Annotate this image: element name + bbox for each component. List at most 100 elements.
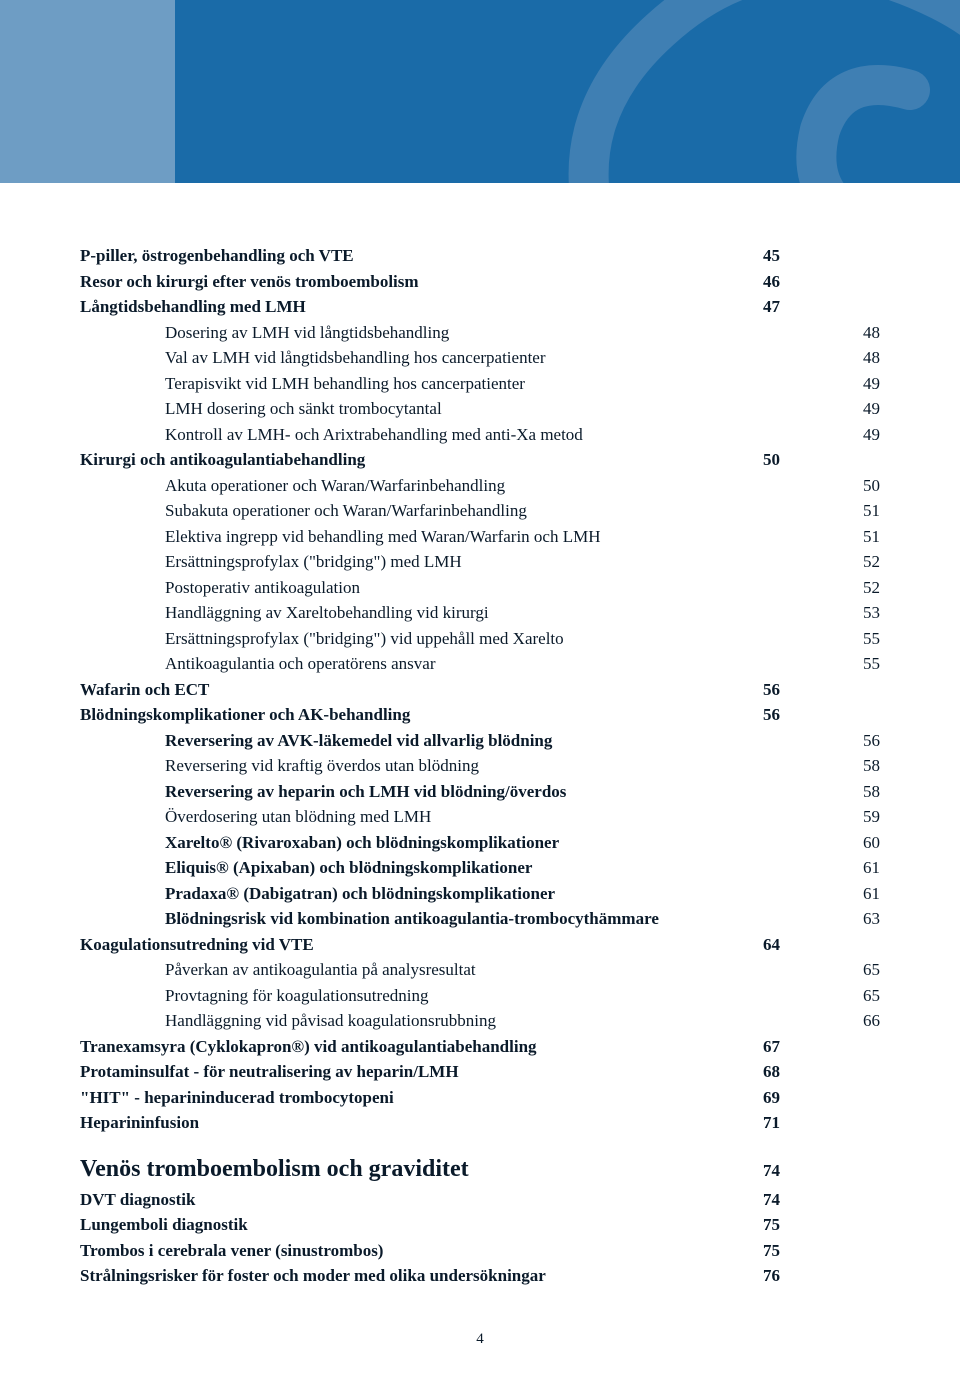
toc-row: Överdosering utan blödning med LMH59 — [80, 804, 880, 830]
toc-list: P-piller, östrogenbehandling och VTE45Re… — [80, 243, 880, 1136]
toc-label: Heparininfusion — [80, 1110, 740, 1136]
toc-row: Eliquis® (Apixaban) och blödningskomplik… — [80, 855, 880, 881]
toc-row: Tranexamsyra (Cyklokapron®) vid antikoag… — [80, 1034, 880, 1060]
toc-page: 71 — [740, 1110, 780, 1136]
toc-page: 49 — [840, 371, 880, 397]
toc-row: Kirurgi och antikoagulantiabehandling50 — [80, 447, 880, 473]
toc-row: Pradaxa® (Dabigatran) och blödningskompl… — [80, 881, 880, 907]
toc-label: P-piller, östrogenbehandling och VTE — [80, 243, 740, 269]
toc-row: Långtidsbehandling med LMH47 — [80, 294, 880, 320]
toc-label: Pradaxa® (Dabigatran) och blödningskompl… — [80, 881, 840, 907]
toc-row: Subakuta operationer och Waran/Warfarinb… — [80, 498, 880, 524]
toc-row: Akuta operationer och Waran/Warfarinbeha… — [80, 473, 880, 499]
toc-label: Elektiva ingrepp vid behandling med Wara… — [80, 524, 840, 550]
toc-row: Postoperativ antikoagulation52 — [80, 575, 880, 601]
toc-row: Lungemboli diagnostik75 — [80, 1212, 880, 1238]
toc-row: "HIT" - heparininducerad trombocytopeni6… — [80, 1085, 880, 1111]
toc-label: Ersättningsprofylax ("bridging") vid upp… — [80, 626, 840, 652]
toc-page: 63 — [840, 906, 880, 932]
toc-label: Resor och kirurgi efter venös tromboembo… — [80, 269, 740, 295]
toc-row: Antikoagulantia och operatörens ansvar55 — [80, 651, 880, 677]
toc-page: 52 — [840, 575, 880, 601]
section-heading-row: Venös tromboembolism och graviditet 74 — [80, 1136, 880, 1187]
toc-row: Reversering vid kraftig överdos utan blö… — [80, 753, 880, 779]
section-heading: Venös tromboembolism och graviditet — [80, 1156, 469, 1183]
toc-row: Protaminsulfat - för neutralisering av h… — [80, 1059, 880, 1085]
toc-label: Kirurgi och antikoagulantiabehandling — [80, 447, 740, 473]
toc-label: "HIT" - heparininducerad trombocytopeni — [80, 1085, 740, 1111]
toc-row: Blödningskomplikationer och AK-behandlin… — [80, 702, 880, 728]
toc-page: 48 — [840, 345, 880, 371]
toc-page: 60 — [840, 830, 880, 856]
toc-label: Överdosering utan blödning med LMH — [80, 804, 840, 830]
toc-row: Terapisvikt vid LMH behandling hos cance… — [80, 371, 880, 397]
toc-label: Kontroll av LMH- och Arixtrabehandling m… — [80, 422, 840, 448]
toc-label: Val av LMH vid långtidsbehandling hos ca… — [80, 345, 840, 371]
toc-row: Handläggning vid påvisad koagulationsrub… — [80, 1008, 880, 1034]
toc-page: 67 — [740, 1034, 780, 1060]
page-number: 4 — [80, 1331, 880, 1348]
toc-label: Reversering av heparin och LMH vid blödn… — [80, 779, 840, 805]
toc-page: 55 — [840, 626, 880, 652]
toc-row: Resor och kirurgi efter venös tromboembo… — [80, 269, 880, 295]
toc-page: 61 — [840, 855, 880, 881]
toc-page: 55 — [840, 651, 880, 677]
toc-row: Elektiva ingrepp vid behandling med Wara… — [80, 524, 880, 550]
toc-page: 65 — [840, 957, 880, 983]
toc-page: 46 — [740, 269, 780, 295]
toc-row: Reversering av AVK-läkemedel vid allvarl… — [80, 728, 880, 754]
toc-page: 58 — [840, 779, 880, 805]
toc-page: 76 — [740, 1263, 780, 1289]
toc-label: LMH dosering och sänkt trombocytantal — [80, 396, 840, 422]
toc-page: 51 — [840, 498, 880, 524]
toc-label: Dosering av LMH vid långtidsbehandling — [80, 320, 840, 346]
toc-label: Tranexamsyra (Cyklokapron®) vid antikoag… — [80, 1034, 740, 1060]
toc-row: Koagulationsutredning vid VTE64 — [80, 932, 880, 958]
toc-page: 65 — [840, 983, 880, 1009]
toc-label: Strålningsrisker för foster och moder me… — [80, 1263, 740, 1289]
toc-page: 74 — [740, 1187, 780, 1213]
toc-page: 61 — [840, 881, 880, 907]
toc-label: Protaminsulfat - för neutralisering av h… — [80, 1059, 740, 1085]
toc-label: Trombos i cerebrala vener (sinustrombos) — [80, 1238, 740, 1264]
toc-label: Xarelto® (Rivaroxaban) och blödningskomp… — [80, 830, 840, 856]
toc-label: Antikoagulantia och operatörens ansvar — [80, 651, 840, 677]
toc-page: 56 — [740, 677, 780, 703]
toc-content: P-piller, östrogenbehandling och VTE45Re… — [0, 183, 960, 1388]
toc-label: Akuta operationer och Waran/Warfarinbeha… — [80, 473, 840, 499]
toc-label: Koagulationsutredning vid VTE — [80, 932, 740, 958]
toc-label: DVT diagnostik — [80, 1187, 740, 1213]
toc-row: Trombos i cerebrala vener (sinustrombos)… — [80, 1238, 880, 1264]
toc-row: Påverkan av antikoagulantia på analysres… — [80, 957, 880, 983]
toc-label: Subakuta operationer och Waran/Warfarinb… — [80, 498, 840, 524]
toc-label: Blödningsrisk vid kombination antikoagul… — [80, 906, 840, 932]
toc-page: 75 — [740, 1212, 780, 1238]
toc-page: 56 — [740, 702, 780, 728]
toc-label: Ersättningsprofylax ("bridging") med LMH — [80, 549, 840, 575]
section-heading-page: 74 — [740, 1161, 780, 1181]
toc-row: Strålningsrisker för foster och moder me… — [80, 1263, 880, 1289]
toc-row: Ersättningsprofylax ("bridging") vid upp… — [80, 626, 880, 652]
toc-row: P-piller, östrogenbehandling och VTE45 — [80, 243, 880, 269]
toc-label: Provtagning för koagulationsutredning — [80, 983, 840, 1009]
toc-label: Blödningskomplikationer och AK-behandlin… — [80, 702, 740, 728]
toc-row: Kontroll av LMH- och Arixtrabehandling m… — [80, 422, 880, 448]
toc-page: 75 — [740, 1238, 780, 1264]
toc-row: Val av LMH vid långtidsbehandling hos ca… — [80, 345, 880, 371]
toc-label: Lungemboli diagnostik — [80, 1212, 740, 1238]
toc-row: LMH dosering och sänkt trombocytantal49 — [80, 396, 880, 422]
toc-page: 68 — [740, 1059, 780, 1085]
toc-page: 51 — [840, 524, 880, 550]
toc-label: Påverkan av antikoagulantia på analysres… — [80, 957, 840, 983]
toc-row: Blödningsrisk vid kombination antikoagul… — [80, 906, 880, 932]
toc-row: Dosering av LMH vid långtidsbehandling48 — [80, 320, 880, 346]
toc-page: 56 — [840, 728, 880, 754]
toc-label: Långtidsbehandling med LMH — [80, 294, 740, 320]
toc-label: Postoperativ antikoagulation — [80, 575, 840, 601]
toc-label: Handläggning av Xareltobehandling vid ki… — [80, 600, 840, 626]
toc-row: Reversering av heparin och LMH vid blödn… — [80, 779, 880, 805]
toc-page: 58 — [840, 753, 880, 779]
toc-page: 50 — [740, 447, 780, 473]
toc-page: 45 — [740, 243, 780, 269]
toc-page: 52 — [840, 549, 880, 575]
